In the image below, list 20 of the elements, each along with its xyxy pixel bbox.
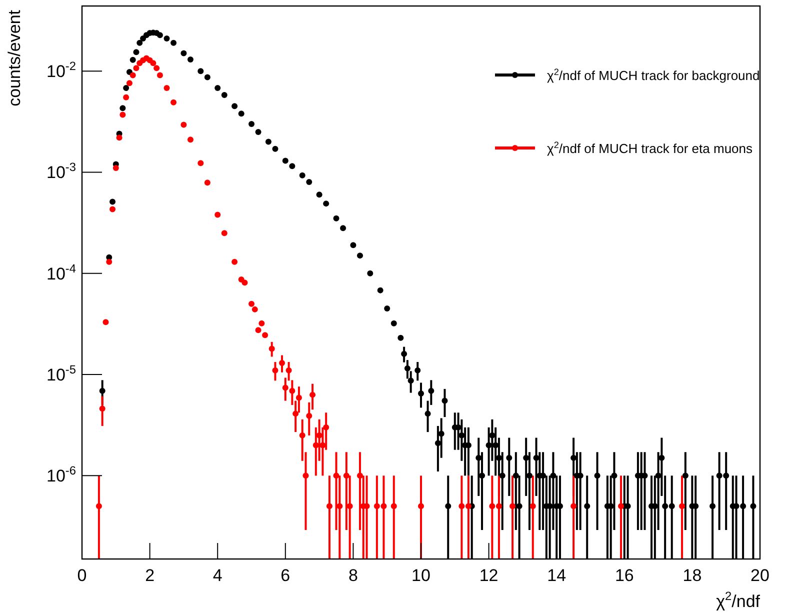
x-tick-label: 12 — [479, 566, 498, 585]
x-tick-label: 8 — [348, 566, 358, 585]
x-tick-label: 16 — [614, 566, 634, 585]
y-tick-label: 10$^{-4}$ — [46, 261, 76, 284]
x-tick-label: 6 — [280, 566, 290, 585]
x-tick-label: 4 — [212, 566, 222, 585]
legend-label: χ$^{2}$/ndf of MUCH track for background — [547, 67, 760, 83]
x-axis-title: χ$^{2}$/ndf — [716, 589, 760, 611]
x-tick-label: 14 — [547, 566, 566, 585]
x-tick-label: 0 — [77, 566, 87, 585]
y-tick-label: 10$^{-2}$ — [46, 59, 76, 82]
y-tick-label: 10$^{-5}$ — [46, 362, 76, 385]
x-tick-label: 18 — [682, 566, 702, 585]
x-tick-label: 2 — [145, 566, 155, 585]
y-tick-label: 10$^{-6}$ — [46, 464, 76, 486]
y-tick-label: 10$^{-3}$ — [46, 160, 76, 182]
y-axis-title: counts/event — [5, 10, 24, 106]
legend-label: χ$^{2}$/ndf of MUCH track for eta muons — [547, 140, 754, 156]
x-tick-label: 20 — [750, 566, 770, 585]
x-tick-label: 10 — [412, 566, 430, 585]
